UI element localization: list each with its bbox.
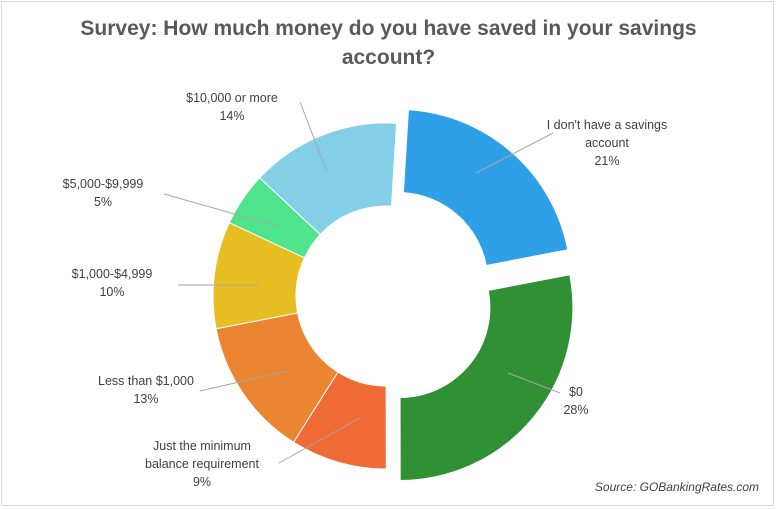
data-label-value: 9% xyxy=(193,475,211,489)
data-label-category: $0 xyxy=(569,385,583,399)
source-note: Source: GOBankingRates.com xyxy=(594,480,759,494)
slice-10-000-or-more xyxy=(258,122,398,236)
chart-title: Survey: How much money do you have saved… xyxy=(0,14,777,72)
data-label-value: 21% xyxy=(594,154,619,168)
data-label-i-don-t-have-a-savings-account: I don't have a savings account 21% xyxy=(547,118,668,168)
leader-line-10-000-or-more xyxy=(299,101,328,173)
chart-title-line-2: account? xyxy=(341,46,436,69)
data-label-category: Less than $1,000 xyxy=(98,374,194,388)
slice-i-don-t-have-a-savings-account xyxy=(402,109,569,267)
data-label-category: $5,000-$9,999 xyxy=(63,177,144,191)
data-label-1-000-4-999: $1,000-$4,999 10% xyxy=(72,267,153,299)
data-label-category: $10,000 or more xyxy=(186,91,278,105)
leader-line-just-the-minimum-balance-requirement xyxy=(278,417,361,464)
data-label-category: balance requirement xyxy=(145,457,259,471)
leader-line-i-don-t-have-a-savings-account xyxy=(475,132,554,174)
data-label-value: 28% xyxy=(563,403,588,417)
data-label-category: Just the minimum xyxy=(153,439,251,453)
data-label-10-000-or-more: $10,000 or more 14% xyxy=(186,91,278,123)
data-label-category: I don't have a savings xyxy=(547,118,668,132)
data-label-value: 14% xyxy=(219,109,244,123)
data-label-category: account xyxy=(585,136,629,150)
leader-line-0 xyxy=(507,372,561,394)
data-label-less-than-1-000: Less than $1,000 13% xyxy=(98,374,194,406)
chart-title-line-1: Survey: How much money do you have saved… xyxy=(80,17,697,40)
data-label-value: 5% xyxy=(94,195,112,209)
slice-0 xyxy=(399,274,574,481)
leader-line-5-000-9-999 xyxy=(163,193,278,227)
leader-line-less-than-1-000 xyxy=(199,370,288,392)
data-label-5-000-9-999: $5,000-$9,999 5% xyxy=(63,177,144,209)
data-label-category: $1,000-$4,999 xyxy=(72,267,153,281)
data-label-just-the-minimum-balance-requirement: Just the minimum balance requirement 9% xyxy=(145,439,259,489)
data-label-value: 13% xyxy=(133,392,158,406)
data-label-value: 10% xyxy=(99,285,124,299)
data-label-0: $0 28% xyxy=(563,385,588,417)
